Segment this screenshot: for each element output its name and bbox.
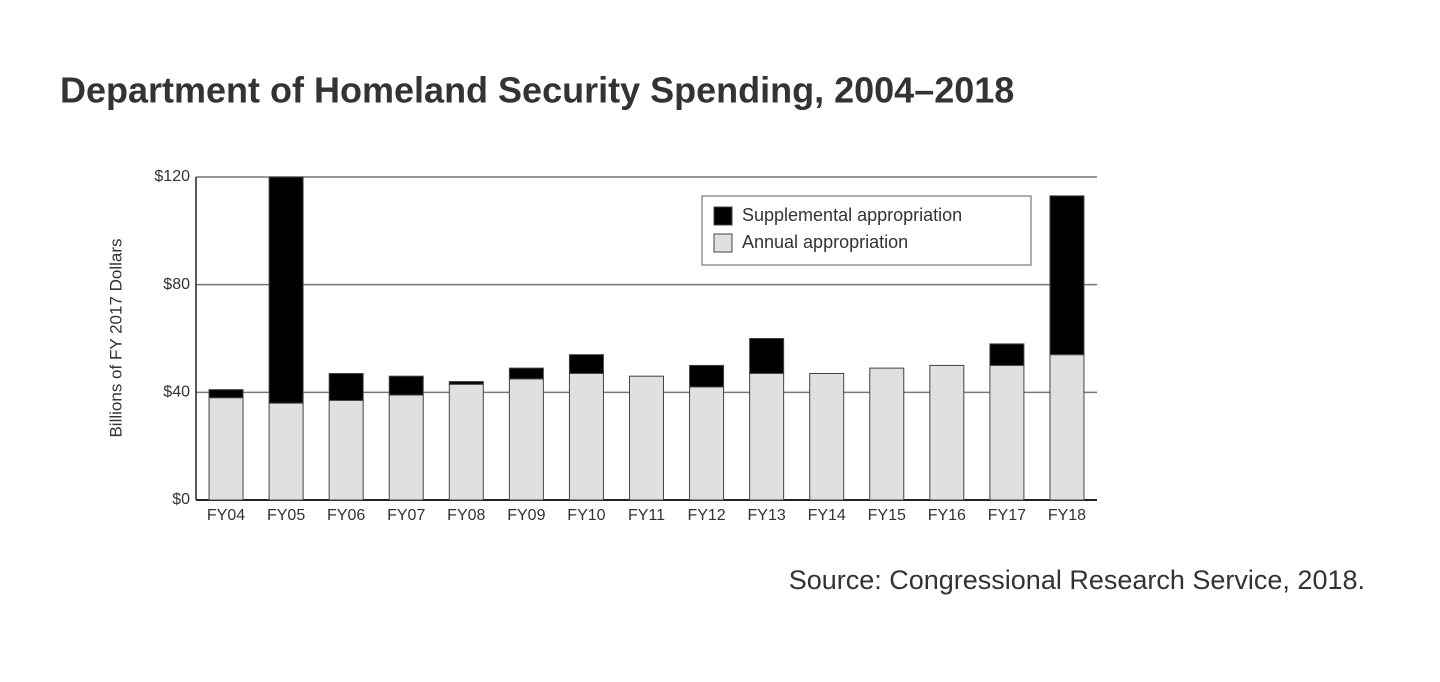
legend-label: Supplemental appropriation xyxy=(742,205,962,225)
x-tick-label: FY15 xyxy=(868,507,906,524)
x-tick-label: FY14 xyxy=(808,507,846,524)
bar-segment xyxy=(448,383,484,501)
bar-segment xyxy=(268,402,304,501)
bar-segment xyxy=(508,367,544,380)
bar-segment xyxy=(1049,195,1085,356)
x-tick-label: FY18 xyxy=(1048,507,1086,524)
y-tick-label: $120 xyxy=(154,168,190,185)
bar-segment xyxy=(208,397,244,501)
bar-segment xyxy=(749,372,785,501)
bar-segment xyxy=(388,375,424,396)
bar-segment xyxy=(749,338,785,374)
x-tick-label: FY11 xyxy=(628,507,665,524)
y-tick-label: $0 xyxy=(172,491,190,508)
x-tick-label: FY04 xyxy=(207,507,245,524)
bar-segment xyxy=(809,372,845,501)
bar-segment xyxy=(508,378,544,501)
bar-segment xyxy=(689,364,725,388)
x-tick-label: FY07 xyxy=(387,507,425,524)
bar-segment xyxy=(388,394,424,501)
legend-label: Annual appropriation xyxy=(742,232,908,252)
bar-segment xyxy=(208,389,244,399)
legend-box xyxy=(701,195,1032,266)
x-tick-label: FY10 xyxy=(567,507,605,524)
legend-swatch xyxy=(713,206,733,226)
bar-segment xyxy=(268,176,304,404)
x-tick-label: FY09 xyxy=(507,507,545,524)
bar-segment xyxy=(989,343,1025,366)
y-tick-label: $80 xyxy=(163,276,190,293)
x-tick-label: FY13 xyxy=(748,507,786,524)
bar-segment xyxy=(869,367,905,501)
bar-segment xyxy=(629,375,664,501)
x-tick-label: FY06 xyxy=(327,507,365,524)
bar-segment xyxy=(568,354,604,374)
x-tick-label: FY08 xyxy=(447,507,485,524)
y-axis-label: Billions of FY 2017 Dollars xyxy=(106,238,125,437)
chart-title: Department of Homeland Security Spending… xyxy=(60,70,1014,111)
bar-segment xyxy=(448,381,484,385)
bar-segment xyxy=(1049,354,1085,501)
source-note: Source: Congressional Research Service, … xyxy=(789,565,1365,595)
bar-segment xyxy=(689,386,725,501)
y-tick-label: $40 xyxy=(163,384,190,401)
legend-swatch xyxy=(713,233,733,253)
x-tick-label: FY12 xyxy=(687,507,725,524)
bar-segment xyxy=(328,372,364,401)
x-tick-label: FY16 xyxy=(928,507,966,524)
bar-segment xyxy=(328,399,364,501)
bar-segment xyxy=(929,364,965,501)
x-tick-label: FY17 xyxy=(988,507,1026,524)
bar-segment xyxy=(568,372,604,501)
bar-segment xyxy=(989,364,1025,501)
x-tick-label: FY05 xyxy=(267,507,305,524)
